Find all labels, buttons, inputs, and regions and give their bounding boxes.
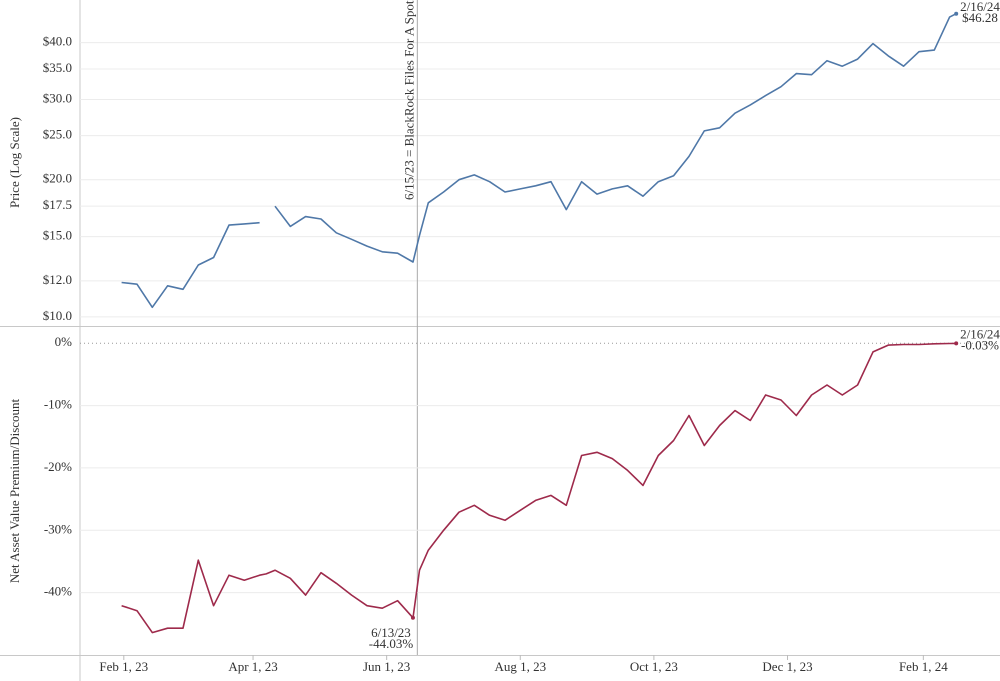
callout-point: [410, 615, 415, 620]
y-tick-label: $20.0: [43, 171, 72, 186]
callout-value: -0.03%: [961, 337, 999, 352]
event-label: 6/15/23 = BlackRock Files For A Spot BTC…: [401, 0, 416, 200]
y-tick-label: $25.0: [43, 127, 72, 142]
data-line: [121, 342, 957, 634]
y-axis-title: Net Asset Value Premium/Discount: [7, 398, 22, 583]
x-tick-label: Jun 1, 23: [363, 659, 410, 674]
data-line: [121, 12, 957, 309]
callout-date: 2/16/24: [960, 326, 1000, 341]
callout-point: [954, 341, 959, 346]
y-tick-label: $35.0: [43, 60, 72, 75]
y-tick-label: -20%: [44, 459, 72, 474]
y-tick-label: $15.0: [43, 228, 72, 243]
y-tick-label: -30%: [44, 521, 72, 536]
y-tick-label: -40%: [44, 584, 72, 599]
x-tick-label: Oct 1, 23: [630, 659, 678, 674]
callout-point: [954, 11, 959, 16]
callout-value: -44.03%: [369, 636, 414, 651]
callout-value: $46.28: [962, 10, 998, 25]
y-tick-label: $17.5: [43, 197, 72, 212]
x-tick-label: Dec 1, 23: [762, 659, 812, 674]
x-tick-label: Aug 1, 23: [494, 659, 546, 674]
y-tick-label: -10%: [44, 397, 72, 412]
y-tick-label: $30.0: [43, 90, 72, 105]
y-tick-label: $12.0: [43, 272, 72, 287]
x-tick-label: Apr 1, 23: [228, 659, 277, 674]
callout-date: 6/13/23: [371, 625, 411, 640]
y-tick-label: $40.0: [43, 34, 72, 49]
y-tick-label: $10.0: [43, 308, 72, 323]
y-tick-label: 0%: [55, 334, 73, 349]
x-tick-label: Feb 1, 23: [99, 659, 148, 674]
x-tick-label: Feb 1, 24: [899, 659, 948, 674]
y-axis-title: Price (Log Scale): [7, 117, 22, 208]
callout-date: 2/16/24: [960, 0, 1000, 14]
